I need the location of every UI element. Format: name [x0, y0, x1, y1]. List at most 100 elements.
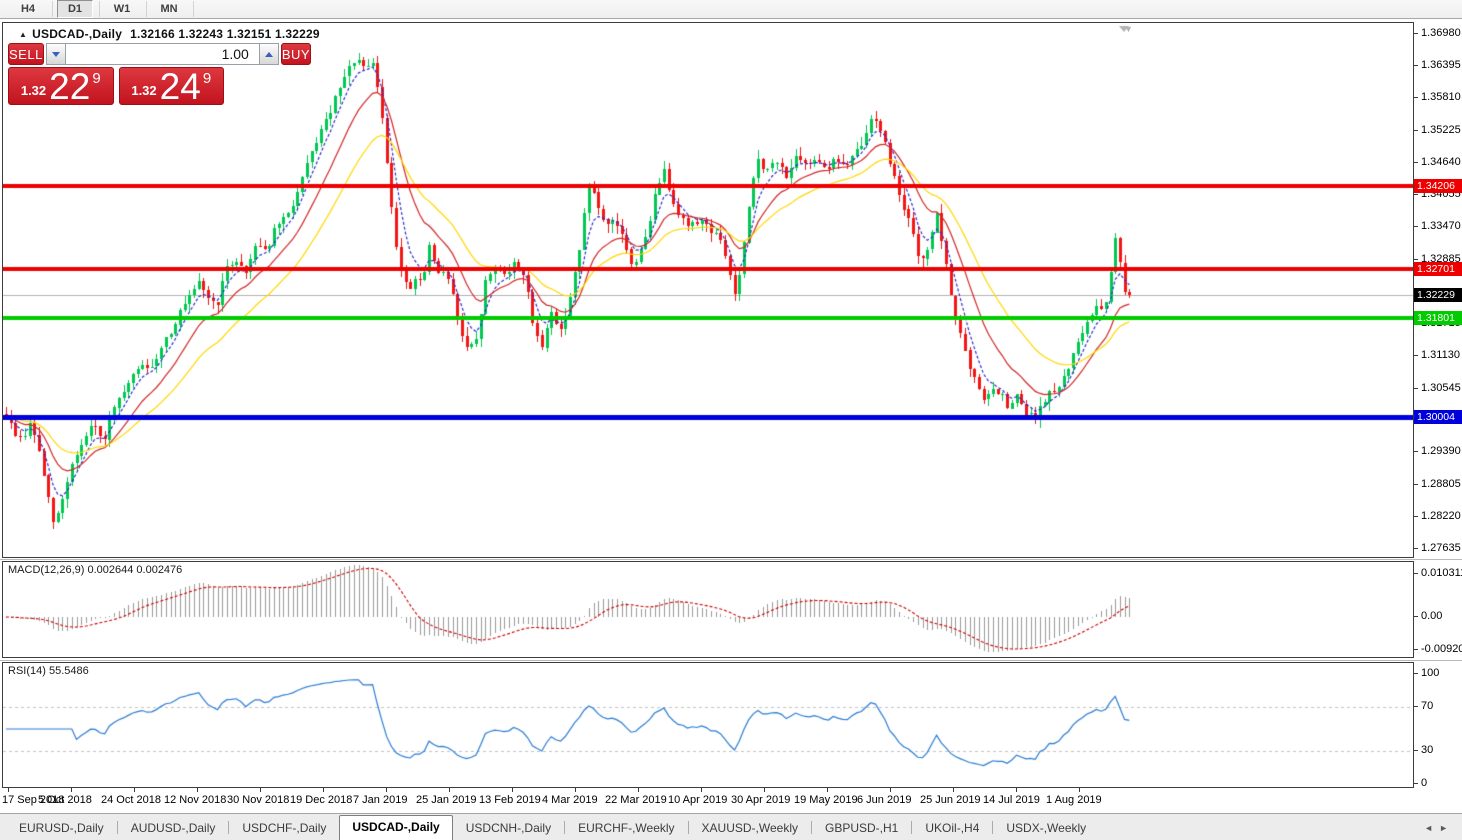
sell-button[interactable]: SELL [8, 43, 44, 65]
sell-price-big: 22 [49, 66, 91, 107]
rsi-label: RSI(14) 55.5486 [8, 665, 89, 677]
price-line-label: 1.30004 [1414, 410, 1462, 424]
chart-tab-eurusd-daily[interactable]: EURUSD-,Daily [19, 821, 104, 835]
date-tick-label: 22 Mar 2019 [605, 794, 667, 806]
axis-tick [1414, 516, 1418, 517]
chart-tab-usdcad-daily[interactable]: USDCAD-,Daily [339, 815, 453, 840]
tab-separator [811, 821, 812, 834]
symbol-name: USDCAD-,Daily [32, 27, 123, 41]
timeframe-button-h4[interactable]: H4 [20, 3, 36, 15]
price-tick-label: 1.35810 [1421, 91, 1461, 103]
date-tick-label: 7 Jan 2019 [353, 794, 408, 806]
chart-tab-eurchf-weekly[interactable]: EURCHF-,Weekly [578, 821, 675, 835]
price-tick-label: 1.28220 [1421, 510, 1461, 522]
date-tick-label: 30 Apr 2019 [731, 794, 791, 806]
chart-window: ▲ USDCAD-,Daily 1.32166 1.32243 1.32151 1.… [0, 19, 1462, 813]
date-tick-label: 19 May 2019 [794, 794, 858, 806]
chart-tab-usdx-weekly[interactable]: USDX-,Weekly [1006, 821, 1087, 835]
axis-tick [1414, 649, 1418, 650]
rsi-canvas[interactable] [3, 663, 1413, 787]
chart-tab-xauusd-weekly[interactable]: XAUUSD-,Weekly [701, 821, 798, 835]
axis-tick [1414, 548, 1418, 549]
price-tick-label: 1.30545 [1421, 382, 1461, 394]
pane-splitter[interactable] [0, 559, 1462, 560]
macd-label: MACD(12,26,9) 0.002644 0.002476 [8, 564, 183, 576]
axis-tick [1414, 573, 1418, 574]
axis-tick [1414, 226, 1418, 227]
time-axis: 17 Sep 2018 5 Oct 2018 24 Oct 2018 12 Nov 2… [2, 788, 1414, 813]
chart-tab-gbpusd-h1[interactable]: GBPUSD-,H1 [825, 821, 899, 835]
main-chart-canvas[interactable] [3, 23, 1413, 557]
volume-decrease-button[interactable] [45, 43, 66, 65]
time-tick [71, 788, 72, 792]
scroll-to-end-icon[interactable]: ▼ [1124, 24, 1133, 34]
date-tick-label: 12 Nov 2018 [164, 794, 227, 806]
buy-price-box[interactable]: 1.32 24 9 [118, 67, 224, 105]
axis-tick [1414, 451, 1418, 452]
axis-tick [1414, 130, 1418, 131]
time-tick [638, 788, 639, 792]
timeframe-button-w1[interactable]: W1 [113, 3, 131, 15]
sell-price-box[interactable]: 1.32 22 9 [8, 67, 114, 105]
axis-tick [1414, 673, 1418, 674]
chart-tab-ukoil-h4[interactable]: UKOil-,H4 [925, 821, 980, 835]
axis-tick [1414, 259, 1418, 260]
price-tick-label: 1.35225 [1421, 124, 1461, 136]
tab-scroll-left-icon[interactable]: ◄ [1424, 823, 1440, 833]
time-tick [890, 788, 891, 792]
chart-tab-usdchf-daily[interactable]: USDCHF-,Daily [242, 821, 327, 835]
price-tick-label: -0.009203 [1421, 643, 1462, 655]
time-tick [323, 788, 324, 792]
price-line-label: 1.32701 [1414, 262, 1462, 276]
tab-separator [992, 821, 994, 834]
chart-title: ▲ USDCAD-,Daily 1.32166 1.32243 1.32151 1.… [19, 27, 320, 41]
volume-increase-button[interactable] [258, 43, 279, 65]
axis-tick [1414, 706, 1418, 707]
date-tick-label: 30 Nov 2018 [227, 794, 290, 806]
pane-splitter[interactable] [0, 660, 1462, 661]
timeframe-button-mn[interactable]: MN [160, 3, 178, 15]
sell-price-prefix: 1.32 [20, 83, 47, 98]
tab-separator [116, 821, 118, 834]
chart-tab-audusd-daily[interactable]: AUDUSD-,Daily [130, 821, 216, 835]
buy-price-prefix: 1.32 [131, 83, 157, 98]
time-tick [701, 788, 702, 792]
toolbar-separator [99, 1, 100, 17]
macd-canvas[interactable] [3, 562, 1413, 657]
time-tick [197, 788, 198, 792]
price-axis: 1.36980 1.36395 1.35810 1.35225 1.34640 1.340… [1414, 19, 1462, 813]
price-tick-label: 1.31130 [1421, 349, 1460, 361]
price-tick-label: 1.34640 [1421, 156, 1461, 168]
chart-tab-usdcnh-daily[interactable]: USDCNH-,Daily [465, 821, 552, 835]
price-tick-label: 0 [1421, 777, 1428, 789]
chart-tabs-bar: EURUSD-,Daily AUDUSD-,Daily USDCHF-,Daily U… [0, 813, 1462, 840]
axis-tick [1414, 194, 1418, 195]
time-tick [827, 788, 828, 792]
volume-input[interactable] [65, 43, 259, 65]
time-tick [512, 788, 513, 792]
timeframe-button-d1[interactable]: D1 [57, 0, 93, 18]
ohlc-values: 1.32166 1.32243 1.32151 1.32229 [130, 27, 320, 41]
date-tick-label: 10 Apr 2019 [668, 794, 728, 806]
collapse-panel-icon[interactable]: ▲ [19, 30, 28, 39]
sell-price-sup: 9 [92, 70, 101, 87]
time-tick [134, 788, 135, 792]
time-tick [1079, 788, 1080, 792]
price-tick-label: 0.010311 [1421, 567, 1462, 579]
tab-separator [911, 821, 913, 834]
buy-button[interactable]: BUY [280, 43, 312, 65]
date-tick-label: 25 Jun 2019 [920, 794, 981, 806]
axis-tick [1414, 33, 1418, 34]
price-line-label: 1.31801 [1414, 311, 1462, 325]
price-tick-label: 1.28805 [1421, 478, 1461, 490]
tab-scroll-right-icon[interactable]: ► [1439, 823, 1454, 833]
time-tick [260, 788, 261, 792]
toolbar-separator [52, 1, 53, 17]
price-tick-label: 1.27635 [1421, 542, 1461, 554]
volume-stepper [45, 43, 279, 65]
price-tick-label: 1.29390 [1421, 445, 1461, 457]
tab-separator [228, 821, 230, 834]
axis-tick [1414, 388, 1418, 389]
